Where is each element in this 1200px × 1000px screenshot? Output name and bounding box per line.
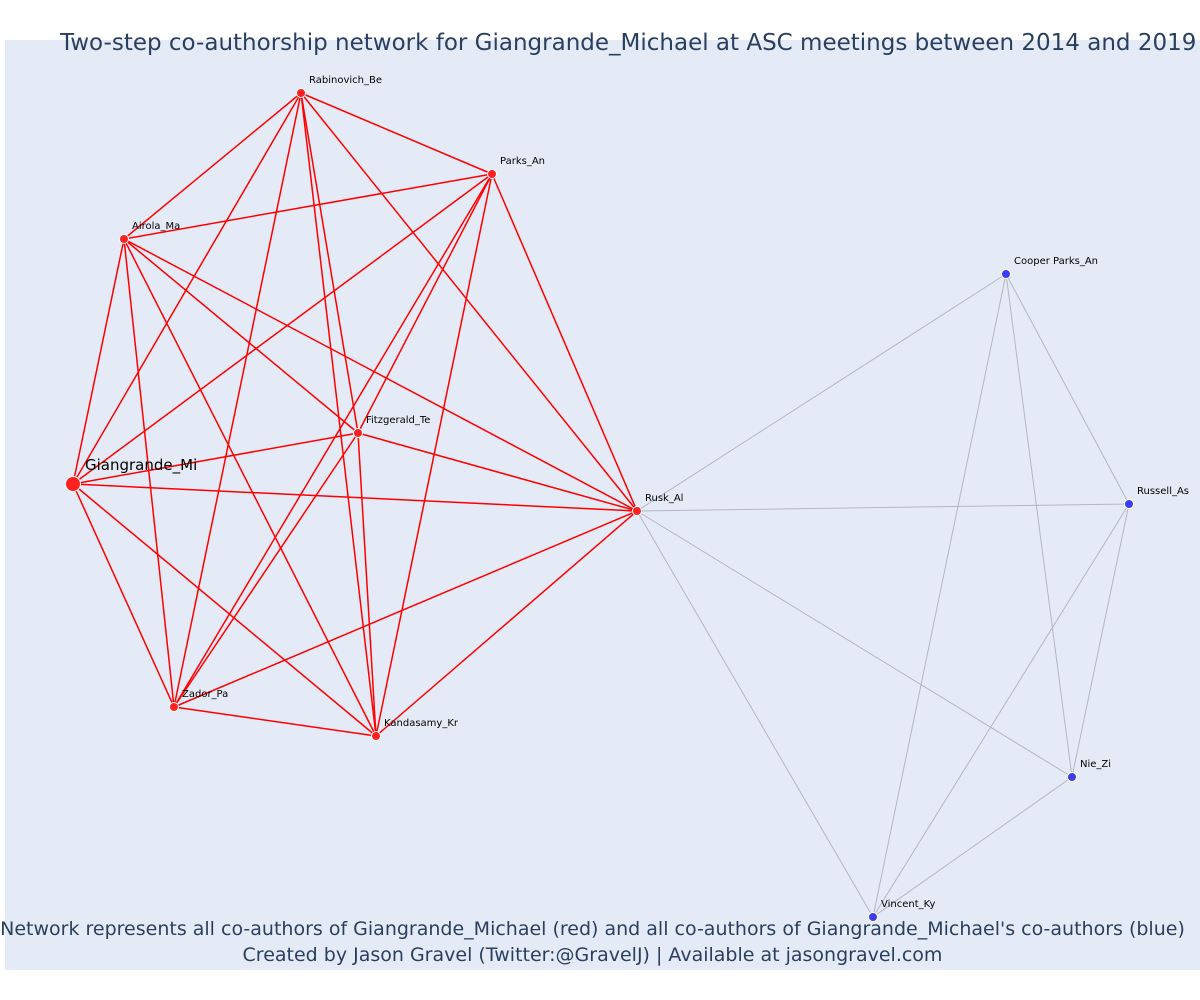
- node-label: Cooper Parks_An: [1014, 256, 1098, 267]
- network-node[interactable]: [296, 88, 306, 98]
- network-node[interactable]: [632, 506, 642, 516]
- network-node[interactable]: [1001, 269, 1011, 279]
- network-edge: [72, 92, 302, 485]
- network-node[interactable]: [487, 169, 497, 179]
- plot-background: [5, 40, 1200, 970]
- network-edge: [636, 503, 1130, 512]
- node-label: Zador_Pa: [182, 689, 228, 700]
- network-edge: [300, 92, 638, 512]
- network-node[interactable]: [169, 702, 179, 712]
- network-edge: [1005, 273, 1130, 505]
- node-label: Giangrande_Mi: [85, 456, 197, 475]
- network-edge: [123, 238, 175, 708]
- network-edge: [300, 92, 359, 434]
- node-label: Parks_An: [500, 156, 545, 167]
- network-node[interactable]: [119, 234, 129, 244]
- network-node[interactable]: [353, 428, 363, 438]
- network-edge: [872, 776, 1073, 918]
- chart-title: Two-step co-authorship network for Giang…: [60, 30, 1197, 56]
- network-edge: [173, 706, 377, 737]
- labels-layer: Giangrande_Mi Rabinovich_Be Parks_An Airola…: [85, 75, 1189, 910]
- network-edge: [872, 273, 1007, 918]
- network-edge: [72, 483, 638, 512]
- network-edge: [123, 92, 302, 240]
- network-edge: [357, 173, 493, 434]
- network-node[interactable]: [1067, 772, 1077, 782]
- network-node[interactable]: [65, 476, 81, 492]
- network-edge: [636, 510, 1073, 778]
- network-edge: [636, 510, 874, 918]
- network-edge: [123, 173, 493, 240]
- network-edge: [357, 432, 638, 512]
- nodes-layer: [65, 88, 1134, 922]
- network-edge: [173, 92, 302, 708]
- node-label: Rusk_Al: [645, 493, 683, 504]
- network-edge: [357, 432, 377, 737]
- node-label: Airola_Ma: [132, 221, 180, 232]
- network-edge: [123, 238, 359, 434]
- node-label: Rabinovich_Be: [309, 75, 382, 86]
- node-label: Kandasamy_Kr: [384, 718, 459, 729]
- caption-line-2: Created by Jason Gravel (Twitter:@Gravel…: [242, 944, 943, 966]
- network-edge: [1005, 273, 1073, 778]
- network-edge: [173, 510, 638, 708]
- network-node[interactable]: [1124, 499, 1134, 509]
- node-label: Nie_Zi: [1080, 759, 1111, 770]
- network-node[interactable]: [868, 912, 878, 922]
- network-edge: [636, 273, 1007, 512]
- network-edge: [72, 432, 359, 485]
- network-edge: [72, 238, 125, 485]
- network-edge: [72, 483, 175, 708]
- network-edge: [72, 483, 377, 737]
- network-edge: [72, 173, 493, 485]
- network-edge: [300, 92, 377, 737]
- network-edge: [375, 510, 638, 737]
- network-edge: [1071, 503, 1130, 778]
- caption-line-1: Network represents all co-authors of Gia…: [0, 918, 1185, 940]
- network-node[interactable]: [371, 731, 381, 741]
- network-edge: [173, 173, 493, 708]
- network-edge: [123, 238, 377, 737]
- network-edge: [491, 173, 638, 512]
- network-edge: [173, 432, 359, 708]
- node-label: Russell_As: [1137, 486, 1189, 497]
- network-edge: [872, 503, 1130, 918]
- edges-layer: [72, 92, 1130, 918]
- node-label: Vincent_Ky: [881, 899, 935, 910]
- node-label: Fitzgerald_Te: [366, 415, 430, 426]
- network-edge: [123, 238, 638, 512]
- network-edge: [300, 92, 493, 175]
